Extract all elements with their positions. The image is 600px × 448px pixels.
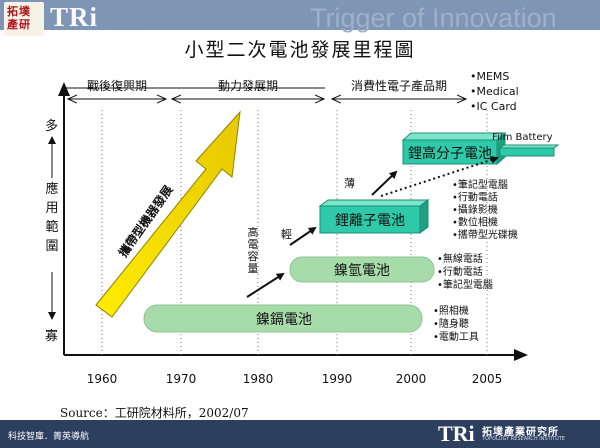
trend-dotted-arrow xyxy=(380,156,499,197)
x-tick-label-1970: 1970 xyxy=(166,372,197,386)
footer-slogan: 科技智庫．菁英導航 xyxy=(8,432,90,442)
app-item: •照相機 xyxy=(433,304,469,317)
app-item: •電動工具 xyxy=(433,330,479,343)
x-tick-label-2000: 2000 xyxy=(396,372,427,386)
app-item: •筆記型電腦 xyxy=(437,278,493,291)
footer-bar: 科技智庫．菁英導航 TRi 拓墣產業研究所 TOPOLOGY RESEARCH … xyxy=(0,420,600,448)
portable-growth-arrow xyxy=(95,110,241,318)
app-item: •攜帶型光碟機 xyxy=(452,228,518,241)
period-arrows: 戰後復興期 動力發展期 消費性電子產品期 xyxy=(68,78,466,99)
y-axis-arrowhead xyxy=(58,82,70,96)
app-item: •MEMS xyxy=(470,70,509,83)
header-bar: Trigger of Innovation xyxy=(0,0,600,33)
nicd-band xyxy=(143,304,423,333)
footer-org-subtitle: TOPOLOGY RESEARCH INSTITUTE xyxy=(482,436,566,442)
lipoly-box-top xyxy=(401,132,507,141)
application-lists: •照相機•隨身聽•電動工具•無線電話•行動電話•筆記型電腦•筆記型電腦•行動電話… xyxy=(433,70,519,343)
lipoly-label: 鋰高分子電池 xyxy=(408,145,492,162)
footer-logo-text: TRi xyxy=(438,421,475,446)
source-note: Source：工研院材料所，2002/07 xyxy=(60,406,249,420)
y-axis-top-label: 多 xyxy=(45,118,58,134)
app-item: •數位相機 xyxy=(452,216,498,229)
app-item: •Medical xyxy=(470,85,519,98)
app-item: •行動電話 xyxy=(437,265,483,278)
app-item: •行動電話 xyxy=(452,191,498,204)
header-tagline: Trigger of Innovation xyxy=(310,3,557,33)
x-tick-label-1960: 1960 xyxy=(87,372,118,386)
footer-org-name: 拓墣產業研究所 xyxy=(482,427,559,438)
logo-badge: 拓墣 產研 xyxy=(4,2,44,36)
nicd-label: 鎳鎘電池 xyxy=(256,311,312,328)
x-tick-label-1990: 1990 xyxy=(322,372,353,386)
y-axis-title: 應用範圍 xyxy=(45,181,58,254)
lipoly-box xyxy=(402,139,498,165)
app-item: •IC Card xyxy=(470,100,517,113)
logo-text: TRi xyxy=(50,2,99,32)
period-label-3: 消費性電子產品期 xyxy=(351,78,447,93)
nimh-band xyxy=(289,256,435,283)
film-battery-label: Film Battery xyxy=(492,132,553,143)
film-battery-box xyxy=(499,147,555,157)
nimh-label: 鎳氫電池 xyxy=(334,262,390,279)
app-item: •攝錄影機 xyxy=(452,203,498,216)
x-tick-label-2005: 2005 xyxy=(472,372,503,386)
period-label-2: 動力發展期 xyxy=(218,78,278,93)
liion-box-side xyxy=(419,199,429,234)
liion-label: 鋰離子電池 xyxy=(335,212,405,229)
app-item: •隨身聽 xyxy=(433,317,469,330)
page-title: 小型二次電池發展里程圖 xyxy=(184,39,416,61)
y-axis-bottom-label: 寡 xyxy=(45,328,58,344)
progress-arrow-2 xyxy=(289,226,317,246)
app-item: •筆記型電腦 xyxy=(452,178,508,191)
period-label-1: 戰後復興期 xyxy=(87,78,147,93)
app-item: •無線電話 xyxy=(437,252,483,265)
liion-box-top xyxy=(318,199,430,207)
x-tick-label-1980: 1980 xyxy=(243,372,274,386)
liion-box xyxy=(319,205,421,234)
x-axis-arrowhead xyxy=(514,349,528,361)
logo-subtitle: TOPOLOGY RESEARCH INSTITUTE xyxy=(51,30,145,36)
progress-arrow-3 xyxy=(371,170,398,196)
progress-arrow-1 xyxy=(246,272,285,298)
light-label: 輕 xyxy=(281,228,292,241)
high-capacity-label: 高電容量 xyxy=(248,225,259,275)
thin-label: 薄 xyxy=(344,176,355,190)
